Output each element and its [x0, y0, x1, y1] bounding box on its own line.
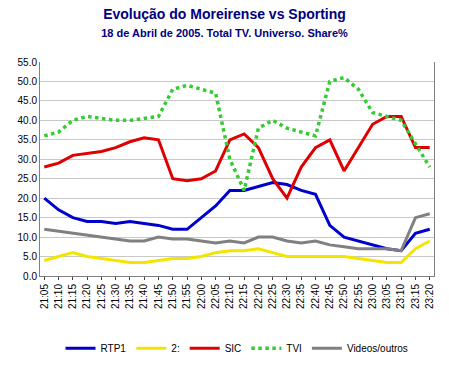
svg-text:23:20: 23:20 — [424, 284, 435, 309]
svg-text:55.0: 55.0 — [18, 57, 38, 68]
svg-text:21:30: 21:30 — [110, 284, 121, 309]
svg-text:TVI: TVI — [286, 343, 302, 354]
svg-text:10.0: 10.0 — [18, 232, 38, 243]
svg-text:21:15: 21:15 — [67, 284, 78, 309]
svg-text:21:20: 21:20 — [81, 284, 92, 309]
svg-text:22:10: 22:10 — [224, 284, 235, 309]
svg-text:40.0: 40.0 — [18, 115, 38, 126]
svg-text:20.0: 20.0 — [18, 193, 38, 204]
svg-text:23:15: 23:15 — [410, 284, 421, 309]
svg-text:5.0: 5.0 — [23, 251, 37, 262]
svg-text:21:10: 21:10 — [53, 284, 64, 309]
svg-text:22:30: 22:30 — [281, 284, 292, 309]
svg-text:Evolução do Moreirense vs Spor: Evolução do Moreirense vs Sporting18 de … — [101, 6, 348, 39]
svg-text:22:50: 22:50 — [338, 284, 349, 309]
svg-text:21:05: 21:05 — [39, 284, 50, 309]
svg-text:23:10: 23:10 — [395, 284, 406, 309]
svg-text:21:45: 21:45 — [153, 284, 164, 309]
svg-text:Videos/outros: Videos/outros — [347, 343, 408, 354]
svg-text:22:20: 22:20 — [253, 284, 264, 309]
svg-text:25.0: 25.0 — [18, 173, 38, 184]
svg-text:23:00: 23:00 — [367, 284, 378, 309]
svg-text:22:55: 22:55 — [353, 284, 364, 309]
svg-text:50.0: 50.0 — [18, 76, 38, 87]
svg-text:21:25: 21:25 — [96, 284, 107, 309]
svg-text:21:35: 21:35 — [124, 284, 135, 309]
svg-text:22:05: 22:05 — [210, 284, 221, 309]
svg-text:23:05: 23:05 — [381, 284, 392, 309]
svg-text:2:: 2: — [171, 343, 179, 354]
svg-text:SIC: SIC — [225, 343, 242, 354]
svg-text:35.0: 35.0 — [18, 134, 38, 145]
svg-text:15.0: 15.0 — [18, 212, 38, 223]
svg-text:RTP1: RTP1 — [101, 343, 127, 354]
svg-text:21:55: 21:55 — [181, 284, 192, 309]
svg-text:21:40: 21:40 — [138, 284, 149, 309]
svg-text:21:50: 21:50 — [167, 284, 178, 309]
svg-text:22:40: 22:40 — [310, 284, 321, 309]
svg-text:22:45: 22:45 — [324, 284, 335, 309]
svg-text:30.0: 30.0 — [18, 154, 38, 165]
svg-text:22:15: 22:15 — [238, 284, 249, 309]
svg-text:22:35: 22:35 — [295, 284, 306, 309]
svg-text:0.0: 0.0 — [23, 271, 37, 282]
svg-text:22:00: 22:00 — [196, 284, 207, 309]
svg-text:22:25: 22:25 — [267, 284, 278, 309]
svg-text:45.0: 45.0 — [18, 95, 38, 106]
